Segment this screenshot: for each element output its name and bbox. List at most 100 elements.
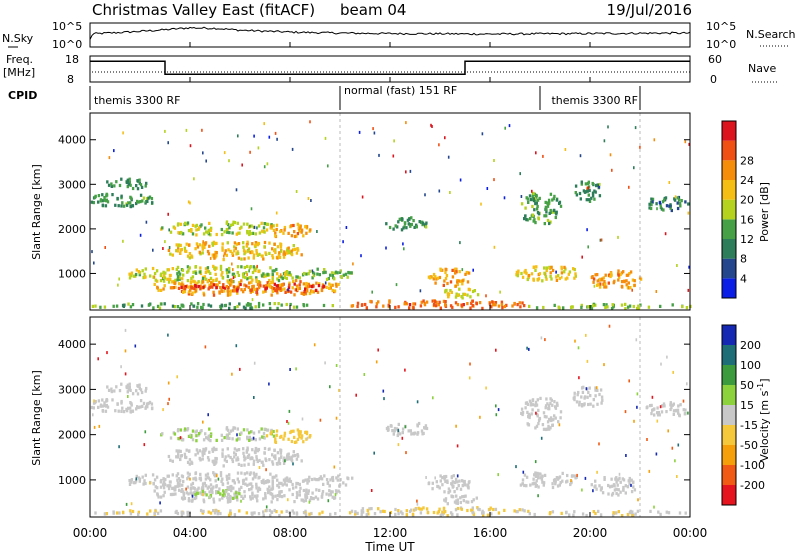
range-time-cell [439,268,443,272]
range-time-cell [546,218,550,223]
range-time-cell [208,285,211,289]
range-time-cell [549,416,553,420]
range-time-cell [592,277,596,281]
range-time-cell [337,282,340,287]
range-time-cell [389,510,392,515]
range-time-cell [257,476,260,480]
range-time-cell [570,305,573,309]
range-time-cell [542,154,544,158]
freq-line [90,60,690,75]
range-time-cell [251,493,254,497]
range-time-cell [236,456,239,460]
range-time-cell [576,473,578,477]
range-time-cell [113,149,115,153]
range-time-cell [423,426,426,430]
range-time-cell [261,274,264,278]
range-time-cell [120,177,123,181]
range-time-cell [539,472,542,476]
range-time-cell [631,514,634,518]
range-time-cell [268,241,271,245]
range-time-cell [523,304,526,308]
range-time-cell [318,273,321,277]
colorbar-swatch [722,345,736,365]
range-time-cell [455,270,458,274]
range-time-cell [508,124,511,128]
range-time-cell [226,230,229,234]
range-time-cell [425,426,429,431]
range-time-cell [534,404,537,408]
range-time-cell [535,403,539,407]
range-time-cell [525,218,528,222]
range-time-cell [334,270,338,274]
range-time-cell [647,305,651,309]
range-time-cell [637,498,639,502]
range-time-cell [262,481,266,485]
range-time-cell [534,198,537,202]
range-time-cell [551,510,555,514]
range-time-cell [405,509,408,513]
range-time-cell [255,251,258,255]
range-time-cell [212,293,216,297]
range-time-cell [533,192,536,196]
range-time-cell [171,253,174,257]
colorbar-tick-label: 200 [740,339,761,352]
range-time-cell [186,471,190,475]
range-time-cell [420,429,424,433]
range-time-cell [500,300,504,304]
range-time-cell [545,277,548,281]
range-time-cell [537,476,540,480]
range-time-cell [92,413,94,417]
range-time-cell [293,440,297,444]
range-time-cell [209,478,212,482]
range-time-cell [260,427,263,431]
range-time-cell [412,431,415,435]
range-time-cell [392,432,395,436]
range-time-cell [287,231,290,235]
range-time-cell [441,483,444,487]
range-time-cell [241,272,245,276]
range-time-cell [651,408,654,412]
range-time-cell [664,232,667,236]
range-time-cell [295,234,298,238]
range-time-cell [179,428,183,432]
range-time-cell [187,497,191,501]
range-time-cell [271,481,274,485]
range-time-cell [393,429,396,433]
range-time-cell [220,227,223,232]
range-time-cell [219,304,222,309]
range-time-cell [415,225,418,229]
range-time-cell [610,477,613,481]
range-time-cell [311,496,314,501]
range-time-cell [620,280,624,284]
range-time-cell [662,402,666,406]
range-time-cell [174,278,177,282]
range-time-cell [456,506,460,511]
range-time-cell [541,279,544,283]
range-time-cell [471,289,475,294]
range-time-cell [206,269,209,273]
range-time-cell [247,462,250,466]
range-time-cell [275,211,278,215]
range-time-cell [302,282,306,286]
range-time-cell [531,189,533,193]
range-time-cell [336,478,339,482]
range-time-cell [526,218,529,222]
range-time-cell [181,232,185,236]
range-time-cell [569,482,572,487]
range-time-cell [400,228,404,232]
colorbar-swatch [722,325,736,345]
range-time-cell [494,303,497,307]
range-time-cell [205,493,208,497]
range-time-cell [409,224,412,228]
range-time-cell [513,301,516,306]
range-time-cell [167,280,171,284]
range-time-cell [233,513,237,517]
range-time-cell [182,492,186,496]
range-time-cell [145,386,148,391]
range-time-cell [554,215,557,220]
range-time-cell [543,271,546,275]
range-time-cell [139,233,142,237]
range-time-cell [211,253,214,257]
range-time-cell [247,303,251,307]
range-time-cell [536,198,540,202]
